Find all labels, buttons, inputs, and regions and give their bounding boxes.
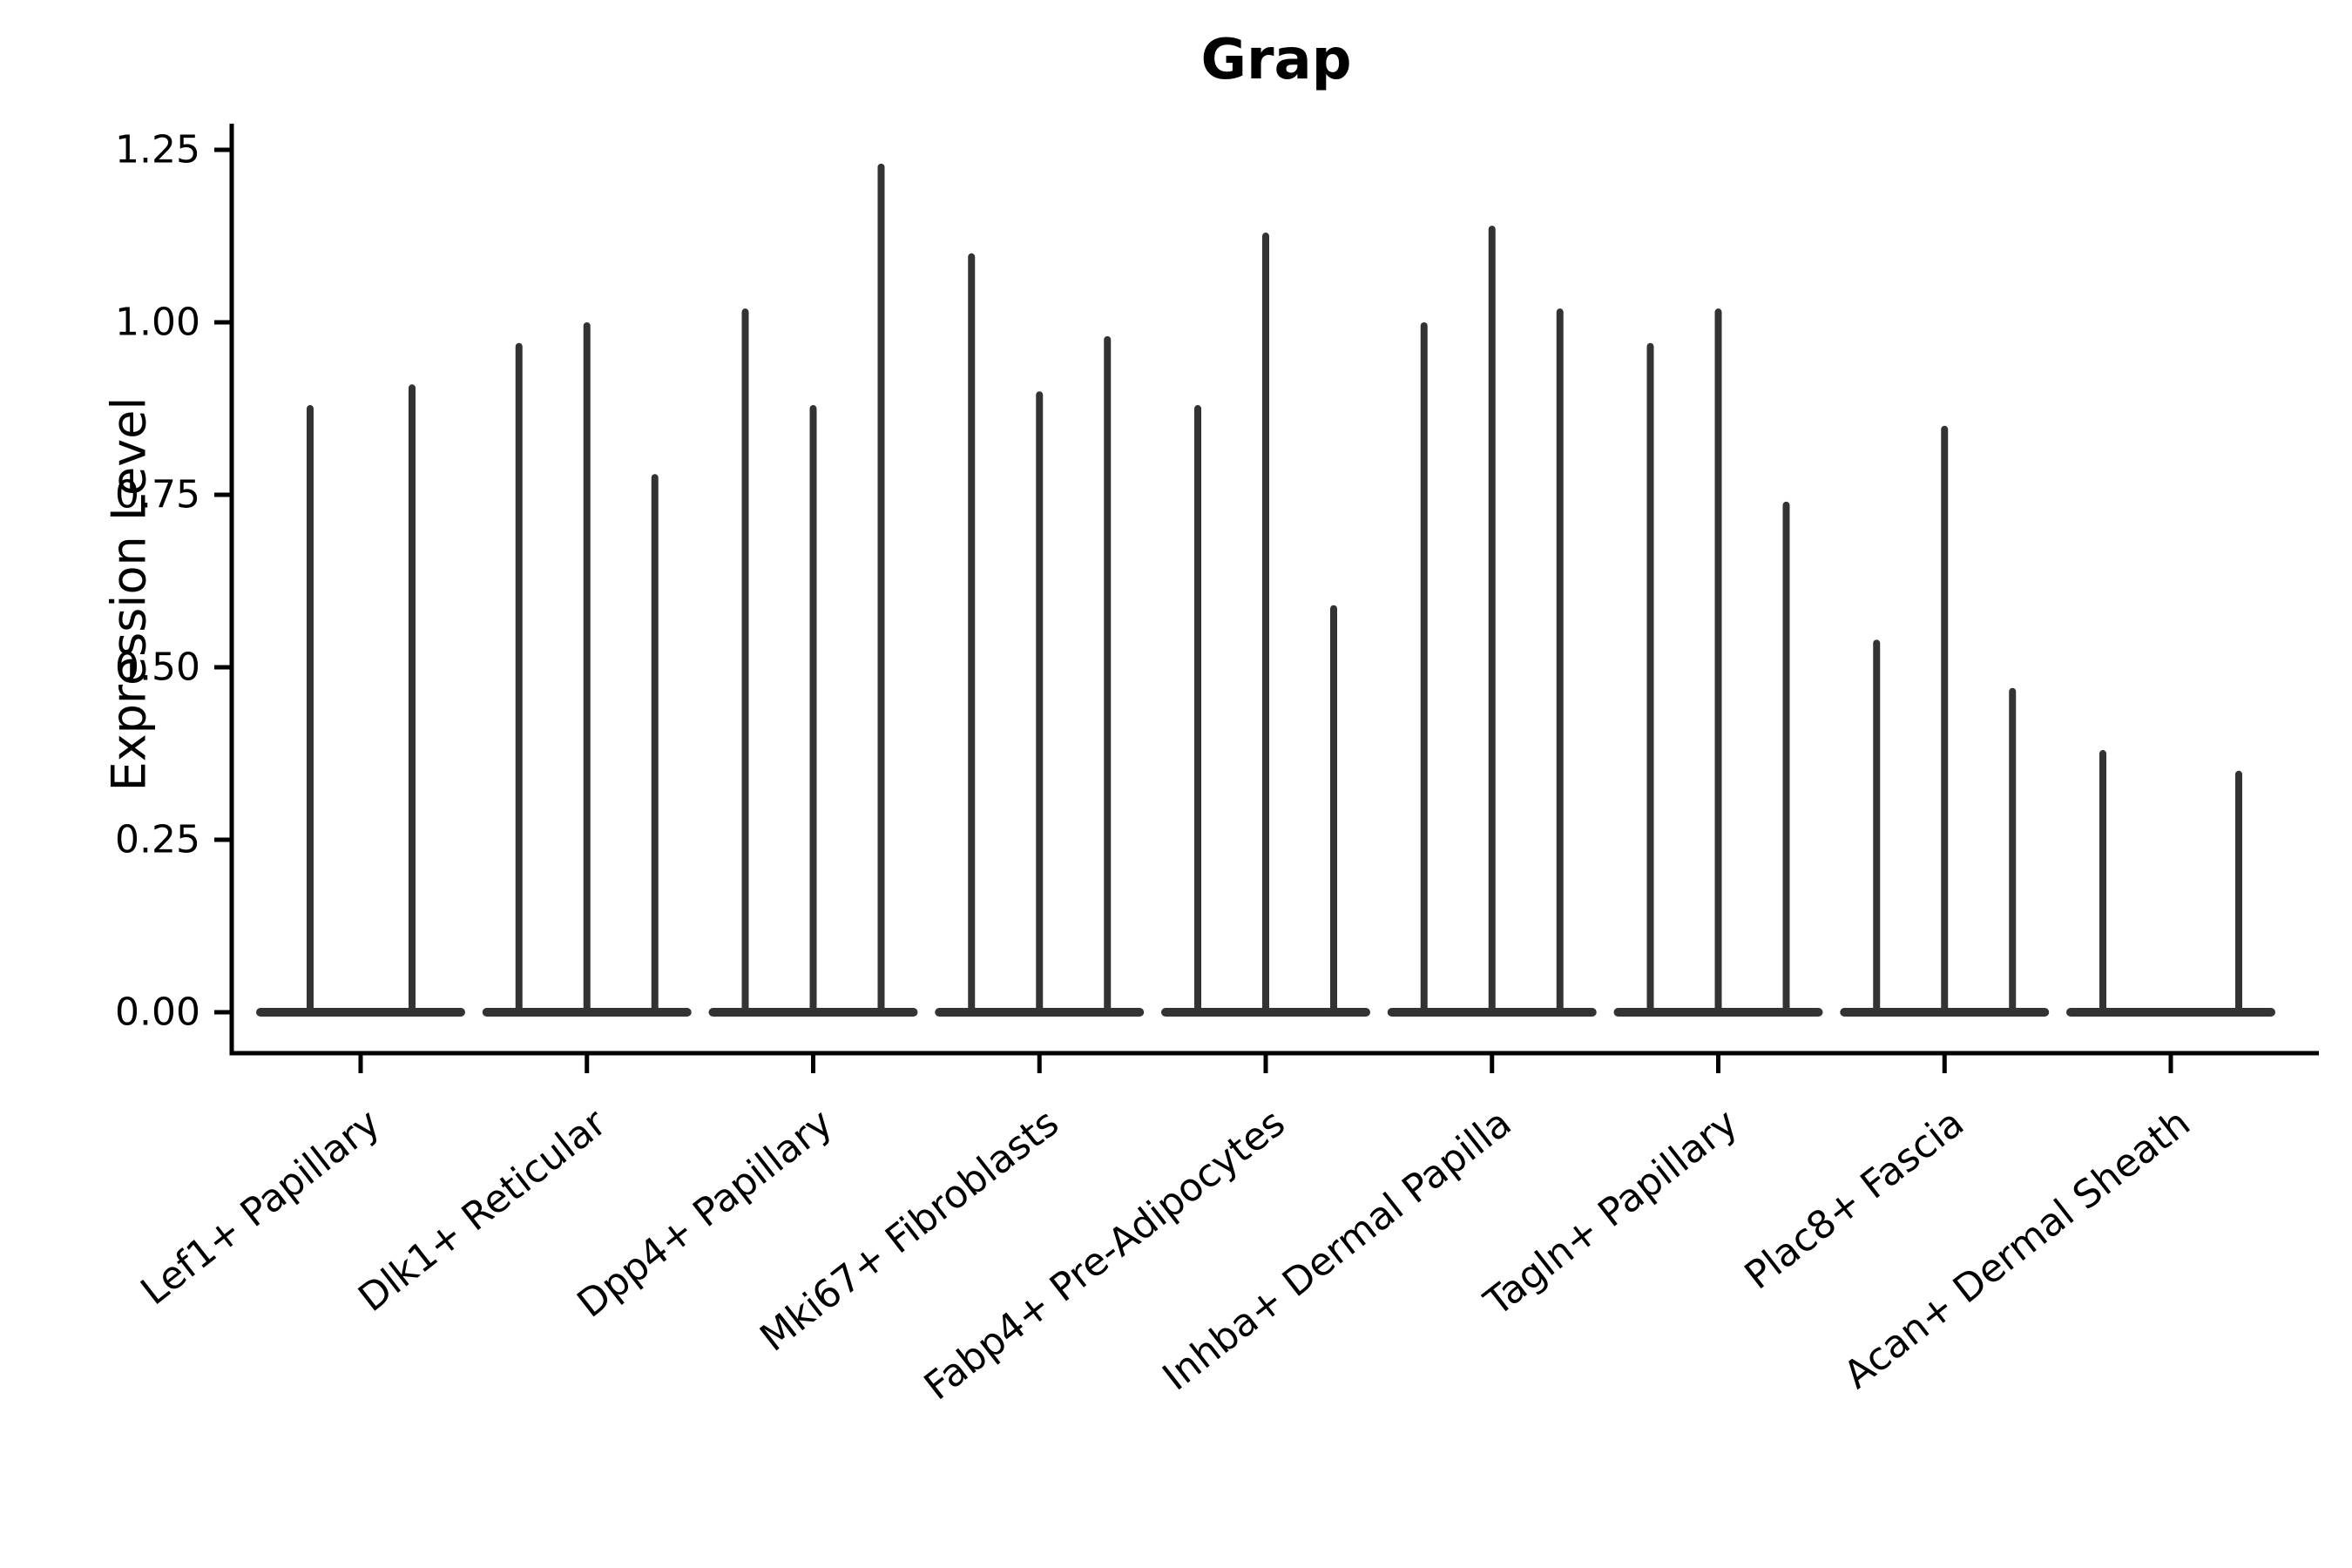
y-tick-label: 0.00 xyxy=(115,990,200,1035)
y-tick-label: 0.75 xyxy=(115,473,200,517)
chart-title: Grap xyxy=(1200,28,1352,92)
y-tick-label: 0.25 xyxy=(115,818,200,862)
y-tick-label: 1.25 xyxy=(115,128,200,172)
x-tick-label: Lef1+ Papillary xyxy=(132,1100,388,1314)
x-tick-label: Plac8+ Fascia xyxy=(1737,1100,1972,1298)
x-tick-label: Fabp4+ Pre-Adipocytes xyxy=(916,1100,1294,1409)
y-tick-label: 0.50 xyxy=(115,645,200,690)
y-tick-label: 1.00 xyxy=(115,301,200,345)
